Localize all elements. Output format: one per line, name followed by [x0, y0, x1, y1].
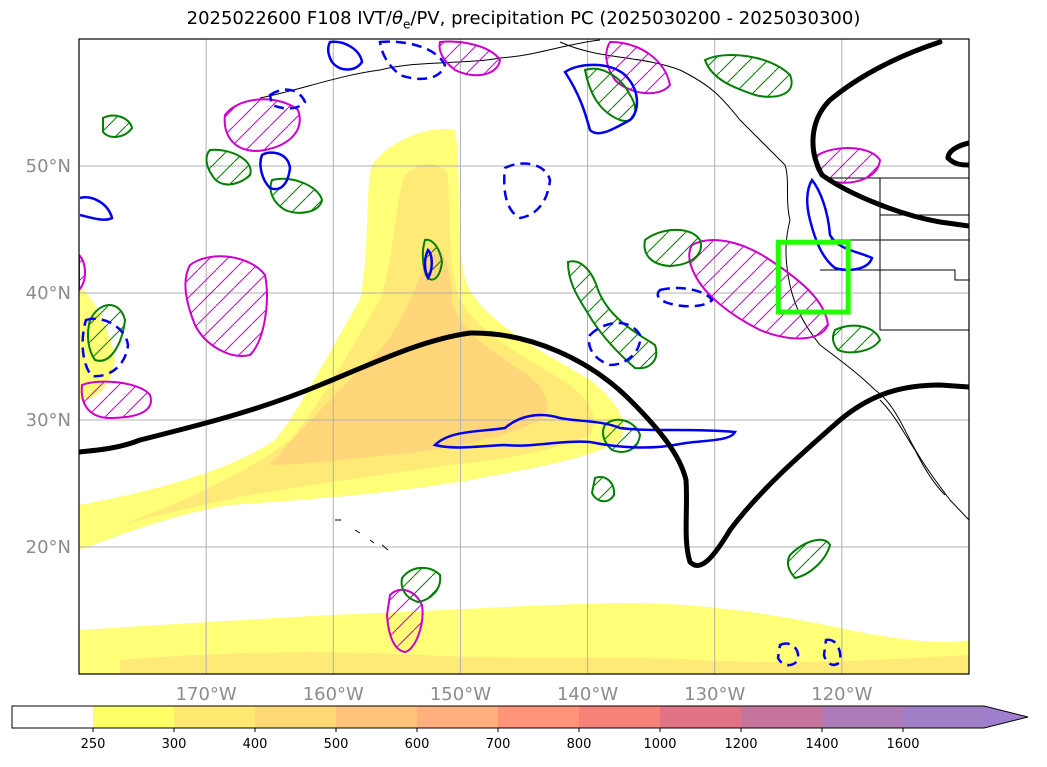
map-frame [78, 38, 970, 675]
pv-contour-north [810, 39, 969, 229]
theta-e-solid-3 [259, 151, 292, 191]
precip-pos-9 [786, 538, 832, 580]
pv-contour-main [79, 330, 969, 568]
lat-label: 20°N [26, 537, 71, 558]
colorbar-segment [903, 706, 984, 728]
theta-e-solid-2 [563, 63, 639, 135]
precip-pos-11 [832, 324, 882, 354]
colorbar-segment [174, 706, 255, 728]
lat-label: 40°N [26, 283, 71, 304]
theta-e-dashed-7 [822, 638, 842, 667]
precip-positive-contours [86, 54, 882, 604]
colorbar-label: 1600 [886, 737, 919, 752]
hawaii-islands [335, 519, 389, 551]
colorbar-segment [660, 706, 741, 728]
precip-pos-10 [400, 566, 442, 604]
colorbar-label: 1000 [643, 737, 676, 752]
precip-pos-7 [703, 54, 793, 98]
lon-label: 160°W [303, 684, 364, 705]
lon-label: 140°W [557, 684, 618, 705]
colorbar-label: 500 [324, 737, 349, 752]
theta-e-solid-4 [79, 196, 114, 221]
colorbar-segment [579, 706, 660, 728]
colorbar-segment-under [12, 706, 93, 728]
border-states-3 [820, 269, 969, 281]
precip-pos-12 [590, 476, 616, 503]
colorbar-extend-arrow [984, 706, 1028, 728]
colorbar-label: 250 [81, 737, 106, 752]
border-states-1 [879, 178, 969, 331]
title-prefix: 2025022600 F108 IVT/ [186, 8, 392, 29]
colorbar-outline [11, 705, 1029, 729]
colorbar-segment [93, 706, 174, 728]
theta-e-dashed-2 [656, 286, 714, 308]
colorbar-label: 800 [567, 737, 592, 752]
pv-contour-ne [945, 140, 969, 168]
colorbar-label: 300 [162, 737, 187, 752]
precip-pos-2 [269, 177, 324, 214]
colorbar-segment [255, 706, 336, 728]
lon-label: 130°W [684, 684, 745, 705]
precip-neg-1 [223, 98, 301, 152]
theta-e-solid-1 [432, 413, 737, 449]
title-theta: θ [391, 8, 403, 29]
coastline-alaska [259, 39, 601, 99]
colorbar-label: 700 [486, 737, 511, 752]
precip-pos-14 [102, 114, 134, 138]
colorbar-segment [741, 706, 822, 728]
title-suffix: /PV, precipitation PC (2025030200 - 2025… [410, 8, 861, 29]
colorbar-label: 1400 [805, 737, 838, 752]
theta-e-dashed-5 [378, 40, 447, 81]
theta-e-dashed-6 [776, 642, 800, 667]
precip-pos-4 [566, 260, 658, 370]
precip-neg-5 [605, 40, 672, 95]
theta-e-solid-6 [423, 247, 433, 281]
theta-e-dashed-4 [81, 317, 130, 378]
target-region-box [775, 239, 851, 315]
precip-neg-3 [80, 380, 152, 420]
ivt-band-400 [270, 247, 548, 465]
theta-e-contours [79, 40, 874, 667]
map-title: 2025022600 F108 IVT/θe/PV, precipitation… [0, 8, 1047, 32]
precip-neg-2 [184, 255, 268, 357]
latitude-labels: 50°N 40°N 30°N 20°N [26, 156, 71, 558]
lon-label: 120°W [811, 684, 872, 705]
colorbar-label: 400 [243, 737, 268, 752]
lat-label: 50°N [26, 156, 71, 177]
colorbar-label: 1200 [724, 737, 757, 752]
theta-e-solid-5 [806, 177, 874, 272]
precip-pos-1 [205, 148, 252, 186]
pv-contours [79, 39, 969, 568]
theta-e-solid-7 [327, 40, 364, 71]
colorbar-segment [336, 706, 417, 728]
coastline-baja [879, 399, 946, 496]
colorbar-segment [822, 706, 903, 728]
theta-e-dashed-8 [268, 88, 307, 110]
map-area [79, 39, 969, 674]
colorbar-segment [417, 706, 498, 728]
longitude-labels: 170°W 160°W 150°W 140°W 130°W 120°W [176, 684, 873, 705]
precip-pos-3 [86, 304, 127, 362]
precip-pos-5 [643, 228, 702, 268]
precip-neg-4 [438, 40, 502, 77]
lon-label: 150°W [430, 684, 491, 705]
colorbar-segment [498, 706, 579, 728]
colorbar-label: 600 [405, 737, 430, 752]
ivt-band-south-inner [120, 652, 969, 674]
lon-label: 170°W [176, 684, 237, 705]
lat-label: 30°N [26, 410, 71, 431]
colorbar: 250 300 400 500 600 700 800 1000 1200 1400 1600 [11, 705, 1029, 752]
title-theta-sub: e [403, 17, 411, 32]
